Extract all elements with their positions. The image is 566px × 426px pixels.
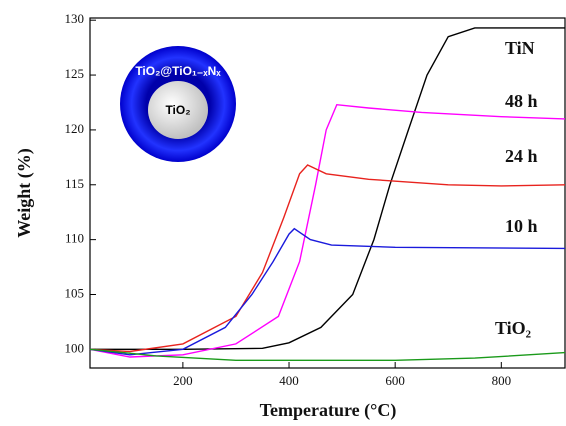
inset-shell-label: TiO₂@TiO₁₋ₓNₓ	[135, 64, 221, 78]
y-tick-label: 115	[65, 176, 84, 191]
y-axis-label: Weight (%)	[14, 148, 35, 238]
series-line	[89, 227, 566, 356]
x-tick-label: 200	[173, 373, 193, 388]
series-line	[90, 27, 565, 350]
series-line	[89, 348, 566, 361]
series-label: 48 h	[505, 91, 538, 111]
series-line	[89, 164, 566, 353]
series-label: TiO₂	[495, 318, 531, 338]
x-tick-label: 800	[492, 373, 512, 388]
y-tick-label: 120	[65, 121, 85, 136]
x-axis-label: Temperature (°C)	[260, 400, 397, 421]
x-tick-label: 600	[385, 373, 405, 388]
y-tick-label: 105	[65, 285, 85, 300]
series-label: 10 h	[505, 216, 538, 236]
inset-particle: TiO₂@TiO₁₋ₓNₓ TiO₂	[120, 46, 236, 162]
plot-frame	[89, 17, 566, 369]
x-tick-label: 400	[279, 373, 299, 388]
y-tick-label: 100	[65, 340, 85, 355]
series-label: TiN	[505, 38, 535, 58]
y-tick-label: 110	[65, 231, 84, 246]
y-tick-label: 130	[65, 11, 85, 26]
series-label: 24 h	[505, 146, 538, 166]
inset-core-label: TiO₂	[165, 103, 190, 117]
y-tick-label: 125	[65, 66, 85, 81]
series-line	[89, 103, 566, 358]
